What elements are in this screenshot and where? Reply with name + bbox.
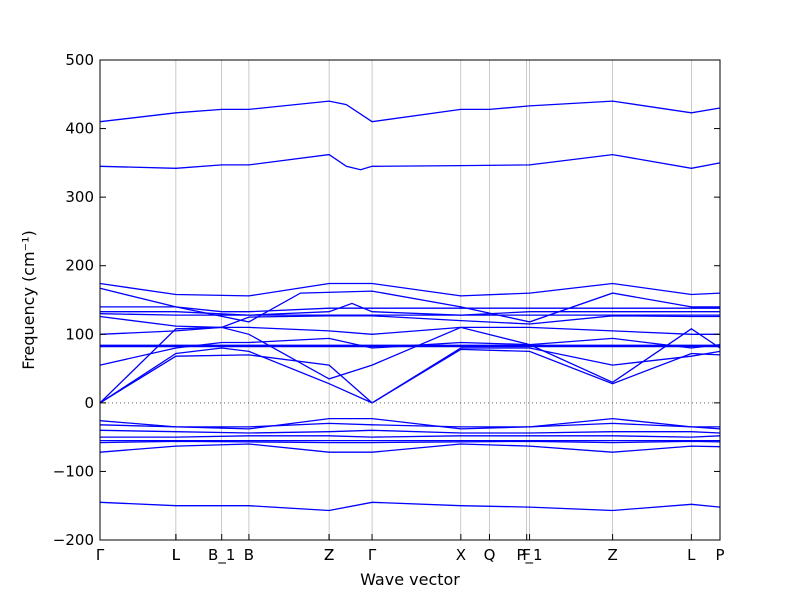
x-tick-label: F <box>522 546 531 564</box>
x-tick-label: Z <box>324 546 334 564</box>
band-line-22 <box>99 443 721 453</box>
x-tick-label: Q <box>484 546 496 564</box>
x-tick-label: Z <box>324 546 334 564</box>
band-line-2 <box>99 153 721 171</box>
band-line-10 <box>99 337 721 366</box>
band-line-9 <box>99 326 720 335</box>
band-line-23 <box>99 501 721 512</box>
x-tick-label: B <box>244 546 254 564</box>
x-tick-label: L <box>687 546 696 564</box>
band-line-21 <box>99 440 721 444</box>
band-line-18 <box>99 429 721 434</box>
high-symmetry-lines <box>175 60 692 540</box>
band-line-3 <box>99 282 721 297</box>
band-line-17 <box>99 422 720 428</box>
x-axis-ticks: Γ LL B_1 B ZZ Γ X Q FP_1 Z L P <box>96 534 725 565</box>
band-line-8 <box>99 315 720 329</box>
y-axis-ticks: −200 −100 0 100 200 300 400 500 <box>53 51 720 549</box>
band-line-4 <box>99 287 720 323</box>
y-tick-label: 100 <box>65 325 94 343</box>
x-tick-label: Γ <box>96 546 105 564</box>
y-tick-label: 0 <box>84 394 94 412</box>
band-line-7 <box>99 313 720 316</box>
plot-background <box>100 60 720 540</box>
band-line-6 <box>100 302 720 316</box>
x-tick-label: Γ <box>368 546 377 564</box>
band-line-5 <box>100 306 720 313</box>
band-line-1 <box>99 100 721 123</box>
y-tick-label: −100 <box>53 462 94 480</box>
y-tick-label: 500 <box>65 51 94 69</box>
band-line-15 <box>99 347 721 404</box>
band-line-19 <box>100 435 721 438</box>
band-line-16 <box>99 417 721 430</box>
y-tick-label: −200 <box>53 531 94 549</box>
x-tick-label: P_1 <box>517 546 543 565</box>
x-tick-label: Z <box>607 546 617 564</box>
x-tick-label: X <box>456 546 466 564</box>
plot-frame <box>99 59 721 541</box>
y-tick-label: 400 <box>65 120 94 138</box>
x-axis-label: Wave vector <box>360 570 460 589</box>
x-tick-label: P <box>715 546 724 564</box>
x-tick-label: B_1 <box>208 546 235 565</box>
x-tick-label: L <box>172 546 181 564</box>
y-tick-label: 300 <box>65 188 94 206</box>
x-tick-label: L <box>172 546 181 564</box>
y-axis-label: Frequency (cm⁻¹) <box>19 230 38 369</box>
band-line-13 <box>99 326 721 404</box>
y-tick-label: 200 <box>65 257 94 275</box>
